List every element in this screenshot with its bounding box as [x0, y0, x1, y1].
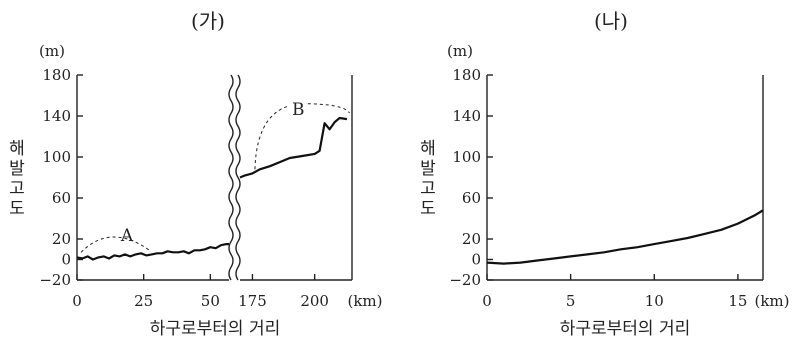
- x-tick-label: 0: [482, 292, 492, 310]
- y-label-char: 고: [420, 179, 436, 199]
- annotation-b-mask: [289, 99, 308, 118]
- y-label-char: 고: [9, 179, 25, 199]
- break-gap: [230, 73, 239, 292]
- chart-na-title: (나): [594, 9, 628, 33]
- y-tick-label: 0: [471, 251, 481, 269]
- chart-ga-y-ticks: −20 0 20 60 100 140 180: [39, 66, 83, 289]
- series-line-na: [486, 209, 764, 265]
- y-label-char: 발: [9, 159, 25, 179]
- y-label-char: 도: [420, 199, 436, 219]
- x-tick-label: 175: [238, 292, 267, 310]
- y-tick-label: 180: [42, 66, 71, 84]
- chart-na-y-ticks: −20 0 20 60 100 140 180: [449, 66, 493, 289]
- x-tick-label: 0: [72, 292, 82, 310]
- annotation-b-label: B: [292, 100, 305, 120]
- chart-ga-x-unit: (km): [347, 292, 382, 310]
- x-tick-label: 25: [134, 292, 153, 310]
- chart-ga-segment-near: 0 25 50: [72, 243, 229, 310]
- chart-ga-title: (가): [191, 9, 225, 33]
- break-wave-left: [228, 74, 234, 281]
- x-tick-label: 15: [728, 292, 747, 310]
- x-tick-label: 10: [645, 292, 664, 310]
- x-tick-label: 50: [201, 292, 220, 310]
- x-tick-label: 200: [300, 292, 329, 310]
- y-tick-label: 60: [52, 189, 71, 207]
- y-tick-label: −20: [449, 271, 481, 289]
- chart-na-plot: 0 5 10 15: [482, 75, 764, 310]
- y-label-char: 도: [9, 199, 25, 219]
- y-label-char: 해: [9, 139, 25, 159]
- chart-na-x-unit: (km): [754, 292, 789, 310]
- y-tick-label: 180: [452, 66, 481, 84]
- chart-na-x-label: 하구로부터의 거리: [560, 319, 691, 339]
- axis-break-mark: [228, 73, 241, 292]
- y-tick-label: 140: [452, 107, 481, 125]
- y-tick-label: 0: [61, 251, 71, 269]
- chart-ga-y-unit: (m): [39, 42, 65, 60]
- y-tick-label: 20: [462, 230, 481, 248]
- x-tick-label: 5: [566, 292, 576, 310]
- y-tick-label: 60: [462, 189, 481, 207]
- y-tick-label: 100: [452, 148, 481, 166]
- y-tick-label: 140: [42, 107, 71, 125]
- chart-ga-annotations: AB: [80, 99, 350, 253]
- y-tick-label: 100: [42, 148, 71, 166]
- y-tick-label: −20: [39, 271, 71, 289]
- annotation-a-arc: [80, 236, 150, 253]
- y-label-char: 해: [420, 139, 436, 159]
- chart-na-y-unit: (m): [447, 42, 473, 60]
- series-line-far: [239, 116, 348, 179]
- chart-ga-x-label: 하구로부터의 거리: [150, 319, 281, 339]
- series-line-near: [76, 243, 229, 261]
- annotation-a-label: A: [120, 226, 134, 246]
- chart-ga-segment-far: 175 200: [238, 75, 353, 310]
- break-wave-right: [235, 74, 241, 281]
- y-label-char: 발: [420, 159, 436, 179]
- y-tick-label: 20: [52, 230, 71, 248]
